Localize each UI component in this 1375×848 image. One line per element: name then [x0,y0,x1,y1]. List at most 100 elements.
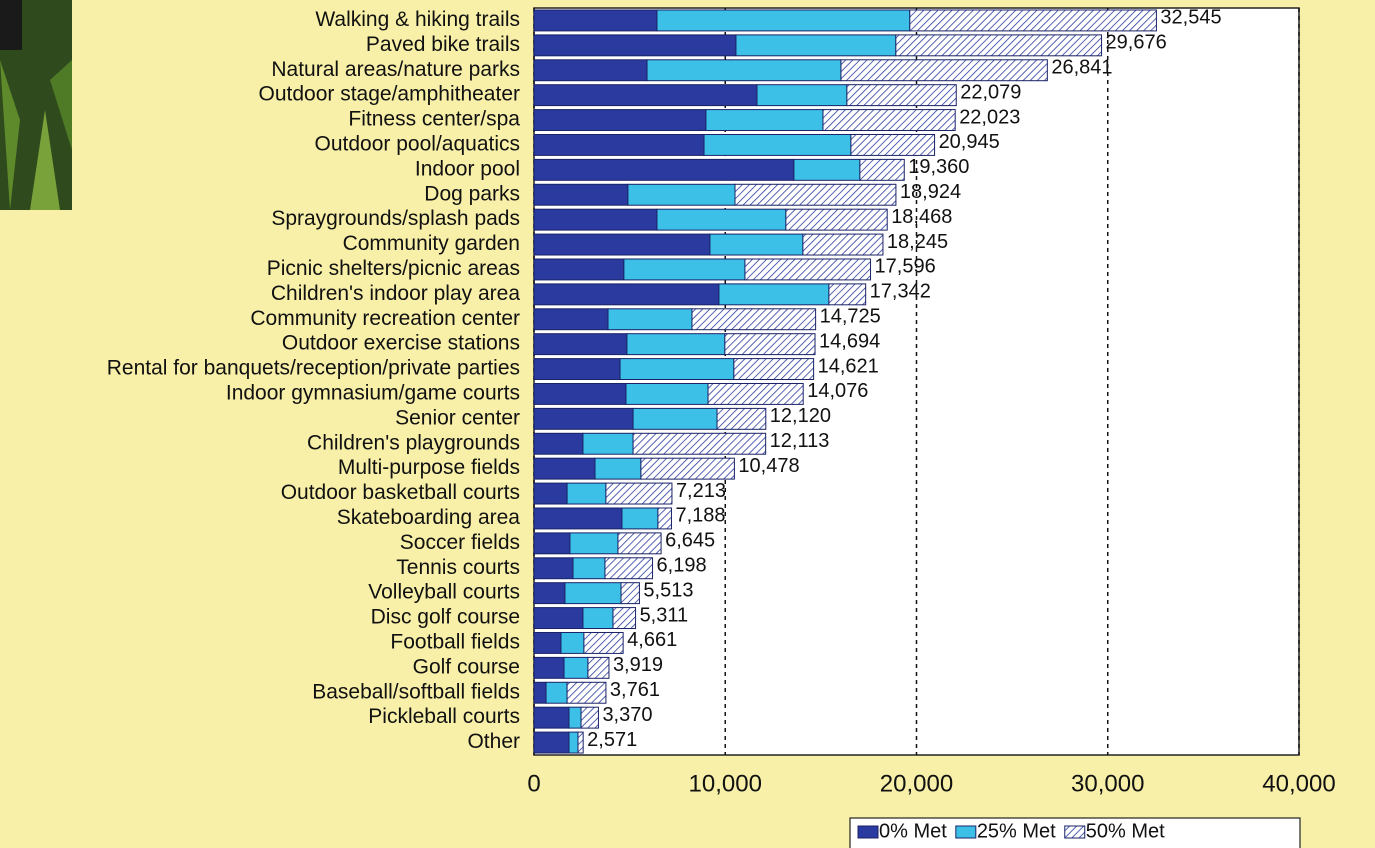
total-label: 3,370 [602,704,652,726]
y-tick-label: Indoor pool [415,157,520,180]
bar-segment [566,681,607,704]
total-label: 17,342 [870,281,931,303]
y-tick-label: Golf course [413,655,520,678]
total-label: 32,545 [1160,7,1221,29]
bar-segment [533,457,596,480]
bar-segment [533,382,627,405]
bar-segment [533,582,566,605]
bar-segment [744,258,872,281]
bar-segment [703,133,852,156]
y-tick-label: Paved bike trails [366,33,520,56]
bar-segment [716,407,767,430]
bar-segment [656,208,787,231]
y-tick-label: Indoor gymnasium/game courts [226,381,520,404]
bar-segment [895,34,1103,57]
bar-segment [587,656,610,679]
x-tick-label: 30,000 [1071,770,1144,797]
legend-swatch [955,825,977,839]
total-label: 6,198 [657,555,707,577]
bar-segment [909,9,1157,32]
y-tick-label: Spraygrounds/splash pads [271,207,520,230]
bar-segment [577,731,584,754]
bar-segment [533,333,628,356]
bar-segment [533,607,584,630]
bar-segment [840,59,1048,82]
total-label: 12,113 [770,430,830,452]
y-tick-label: Fitness center/spa [348,108,520,131]
total-label: 5,513 [643,579,693,601]
total-label: 22,079 [960,81,1021,103]
bar-segment [859,158,905,181]
bar-segment [582,432,634,455]
bar-segment [533,208,658,231]
bar-segment [632,407,718,430]
y-tick-label: Outdoor exercise stations [282,332,520,355]
bar-segment [533,133,705,156]
bar-segment [626,333,726,356]
bar-segment [533,731,570,754]
bar-segment [822,109,956,132]
x-tick-label: 40,000 [1262,770,1335,797]
bar-segment [533,308,609,331]
y-tick-label: Soccer fields [400,531,520,554]
bar-segment [691,308,817,331]
total-label: 22,023 [959,106,1020,128]
bar-segment [533,59,648,82]
bar-segment [533,407,634,430]
total-label: 3,761 [610,679,660,701]
y-tick-label: Rental for banquets/reception/private pa… [107,357,520,380]
y-tick-label: Children's playgrounds [307,431,520,454]
bar-segment [566,482,607,505]
bar-segment [583,631,624,654]
bar-segment [533,233,711,256]
bar-segment [533,532,571,555]
y-tick-label: Skateboarding area [337,506,521,529]
bar-segment [656,9,911,32]
plot-area [533,7,1300,756]
y-tick-label: Tennis courts [396,556,520,579]
bar-segment [734,183,897,206]
bar-segment [607,308,693,331]
bar-segment [850,133,936,156]
y-tick-label: Volleyball courts [368,581,520,604]
bar-segment [705,109,824,132]
total-label: 6,645 [665,530,715,552]
x-tick-label: 0 [527,770,540,797]
bar-segment [846,84,957,107]
bar-segment [625,382,709,405]
bar-segment [604,557,654,580]
bar-segment [785,208,888,231]
y-tick-label: Natural areas/nature parks [271,58,520,81]
bar-segment [533,109,707,132]
bar-segment [533,432,584,455]
y-tick-label: Multi-purpose fields [338,456,520,479]
legend-label: 0% Met [879,820,947,842]
y-tick-label: Disc golf course [371,606,520,629]
total-label: 3,919 [613,654,663,676]
bar-segment [569,532,619,555]
bar-segment [619,358,735,381]
bar-segment [828,283,867,306]
y-tick-label: Other [467,730,520,753]
total-label: 18,468 [891,206,952,228]
y-tick-label: Community recreation center [250,307,520,330]
bar-segment [802,233,884,256]
bar-segment [568,731,579,754]
bar-segment [560,631,585,654]
bar-segment [617,532,662,555]
total-label: 29,676 [1106,32,1167,54]
y-tick-label: Children's indoor play area [271,282,520,305]
total-label: 12,120 [770,405,831,427]
bar-segment [582,607,614,630]
total-label: 18,924 [900,181,961,203]
y-tick-label: Community garden [343,232,520,255]
bar-segment [563,656,589,679]
bar-segment [793,158,861,181]
bar-segment [533,681,547,704]
bar-segment [572,557,606,580]
y-tick-label: Football fields [390,630,520,653]
photo [0,0,72,210]
total-label: 4,661 [627,629,677,651]
legend-label: 25% Met [977,820,1056,842]
bar-segment [533,183,629,206]
